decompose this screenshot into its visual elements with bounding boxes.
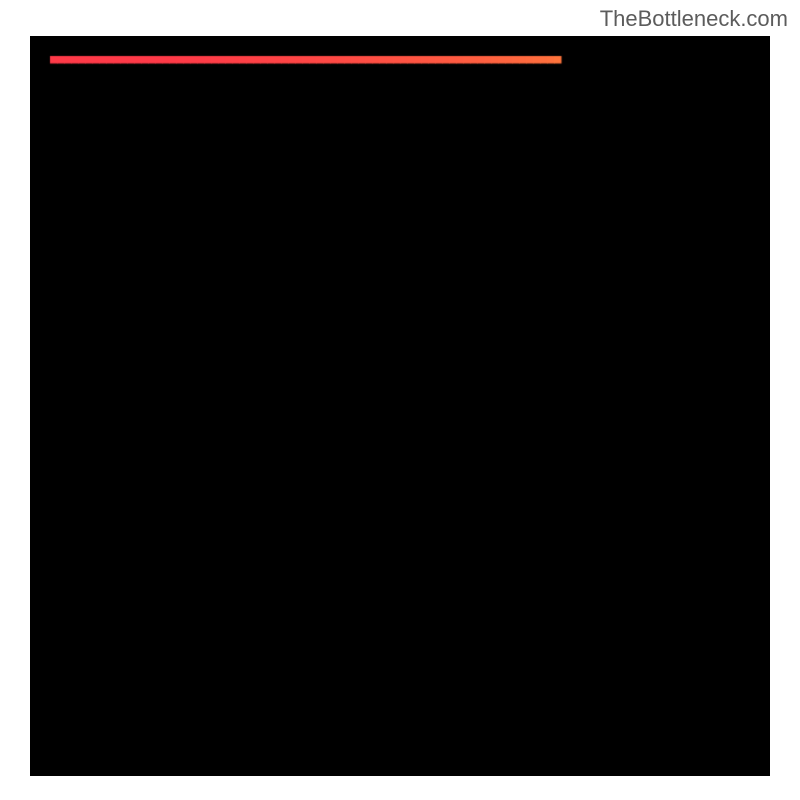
chart-frame <box>30 36 770 776</box>
bottleneck-heatmap <box>30 36 770 776</box>
watermark-label: TheBottleneck.com <box>600 6 788 32</box>
